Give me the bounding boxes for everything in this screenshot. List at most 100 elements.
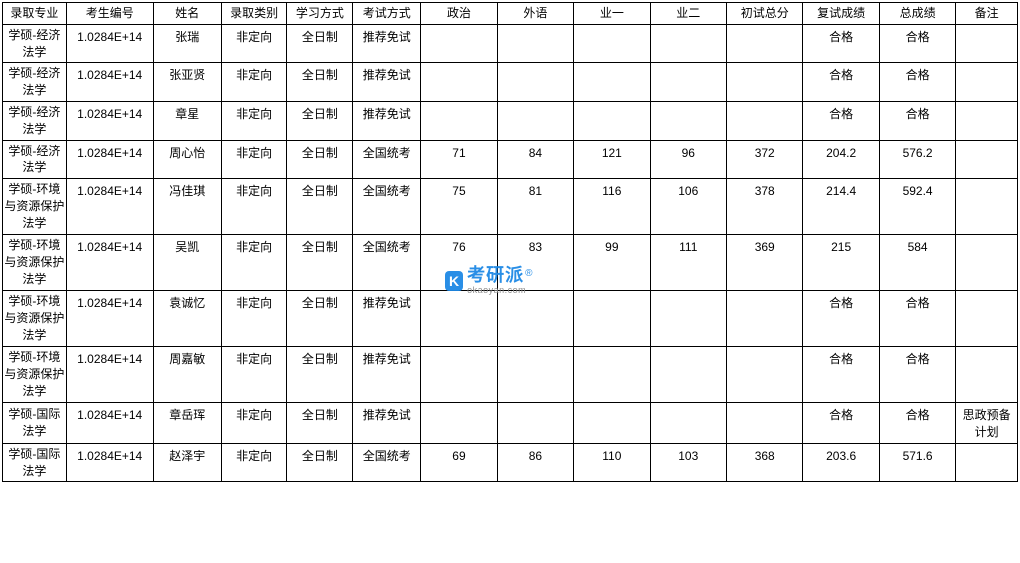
table-cell	[956, 235, 1018, 291]
table-cell	[574, 101, 650, 140]
table-cell: 76	[421, 235, 497, 291]
table-cell: 推荐免试	[353, 403, 421, 444]
table-cell: 116	[574, 179, 650, 235]
col-header: 录取类别	[221, 3, 287, 25]
table-cell	[574, 24, 650, 63]
table-cell: 1.0284E+14	[66, 63, 153, 102]
table-cell: 学硕-环境与资源保护法学	[3, 179, 67, 235]
table-cell	[956, 63, 1018, 102]
table-cell: 合格	[879, 347, 955, 403]
table-cell: 非定向	[221, 291, 287, 347]
table-cell	[726, 63, 802, 102]
table-row: 学硕-经济法学1.0284E+14周心怡非定向全日制全国统考7184121963…	[3, 140, 1018, 179]
table-cell: 张亚贤	[153, 63, 221, 102]
table-cell: 全日制	[287, 140, 353, 179]
table-cell	[956, 443, 1018, 482]
table-cell: 378	[726, 179, 802, 235]
table-cell: 学硕-环境与资源保护法学	[3, 235, 67, 291]
table-cell: 372	[726, 140, 802, 179]
table-cell: 203.6	[803, 443, 879, 482]
table-cell: 非定向	[221, 140, 287, 179]
table-row: 学硕-经济法学1.0284E+14章星非定向全日制推荐免试合格合格	[3, 101, 1018, 140]
table-row: 学硕-环境与资源保护法学1.0284E+14吴凯非定向全日制全国统考768399…	[3, 235, 1018, 291]
table-row: 学硕-国际法学1.0284E+14章岳珲非定向全日制推荐免试合格合格思政预备计划	[3, 403, 1018, 444]
table-cell: 99	[574, 235, 650, 291]
table-cell: 全日制	[287, 235, 353, 291]
table-cell	[956, 179, 1018, 235]
table-cell: 合格	[803, 347, 879, 403]
table-cell: 1.0284E+14	[66, 291, 153, 347]
table-cell: 推荐免试	[353, 63, 421, 102]
table-cell: 推荐免试	[353, 291, 421, 347]
table-cell: 83	[497, 235, 573, 291]
table-cell	[650, 24, 726, 63]
table-cell	[956, 140, 1018, 179]
table-cell: 368	[726, 443, 802, 482]
table-cell	[421, 101, 497, 140]
table-cell	[421, 291, 497, 347]
table-cell	[650, 291, 726, 347]
table-cell: 推荐免试	[353, 347, 421, 403]
col-header: 业二	[650, 3, 726, 25]
table-cell: 非定向	[221, 443, 287, 482]
table-cell: 学硕-经济法学	[3, 140, 67, 179]
table-cell: 1.0284E+14	[66, 403, 153, 444]
table-cell: 推荐免试	[353, 101, 421, 140]
col-header: 总成绩	[879, 3, 955, 25]
table-cell: 章岳珲	[153, 403, 221, 444]
col-header: 外语	[497, 3, 573, 25]
table-cell: 全日制	[287, 179, 353, 235]
table-cell: 全国统考	[353, 179, 421, 235]
table-cell	[650, 347, 726, 403]
table-cell: 推荐免试	[353, 24, 421, 63]
table-cell: 合格	[803, 403, 879, 444]
col-header: 学习方式	[287, 3, 353, 25]
table-cell: 章星	[153, 101, 221, 140]
table-cell: 全日制	[287, 291, 353, 347]
table-row: 学硕-环境与资源保护法学1.0284E+14袁诚忆非定向全日制推荐免试合格合格	[3, 291, 1018, 347]
table-cell: 204.2	[803, 140, 879, 179]
table-cell	[421, 63, 497, 102]
table-cell: 571.6	[879, 443, 955, 482]
col-header: 考试方式	[353, 3, 421, 25]
table-cell	[650, 101, 726, 140]
table-cell	[956, 291, 1018, 347]
col-header: 考生编号	[66, 3, 153, 25]
table-cell: 学硕-国际法学	[3, 443, 67, 482]
table-cell: 学硕-经济法学	[3, 24, 67, 63]
table-header-row: 录取专业考生编号姓名录取类别学习方式考试方式政治外语业一业二初试总分复试成绩总成…	[3, 3, 1018, 25]
table-row: 学硕-经济法学1.0284E+14张瑞非定向全日制推荐免试合格合格	[3, 24, 1018, 63]
table-cell: 周嘉敏	[153, 347, 221, 403]
table-cell: 1.0284E+14	[66, 443, 153, 482]
table-cell: 75	[421, 179, 497, 235]
table-cell	[497, 291, 573, 347]
table-cell	[497, 63, 573, 102]
table-cell: 全日制	[287, 443, 353, 482]
table-cell: 合格	[803, 291, 879, 347]
table-cell: 121	[574, 140, 650, 179]
table-cell	[574, 403, 650, 444]
table-cell: 576.2	[879, 140, 955, 179]
table-row: 学硕-环境与资源保护法学1.0284E+14冯佳琪非定向全日制全国统考75811…	[3, 179, 1018, 235]
table-cell	[497, 101, 573, 140]
table-cell	[574, 291, 650, 347]
table-cell	[574, 63, 650, 102]
table-cell: 赵泽宇	[153, 443, 221, 482]
table-cell	[421, 347, 497, 403]
table-cell: 全日制	[287, 347, 353, 403]
table-cell: 合格	[879, 63, 955, 102]
table-cell	[497, 24, 573, 63]
table-cell: 合格	[879, 291, 955, 347]
table-cell	[726, 403, 802, 444]
table-cell	[956, 347, 1018, 403]
table-cell: 111	[650, 235, 726, 291]
table-cell	[726, 347, 802, 403]
table-cell: 非定向	[221, 235, 287, 291]
table-cell: 69	[421, 443, 497, 482]
table-cell: 1.0284E+14	[66, 101, 153, 140]
table-cell: 214.4	[803, 179, 879, 235]
table-cell	[421, 403, 497, 444]
table-cell: 合格	[803, 101, 879, 140]
table-cell: 71	[421, 140, 497, 179]
table-cell: 1.0284E+14	[66, 347, 153, 403]
